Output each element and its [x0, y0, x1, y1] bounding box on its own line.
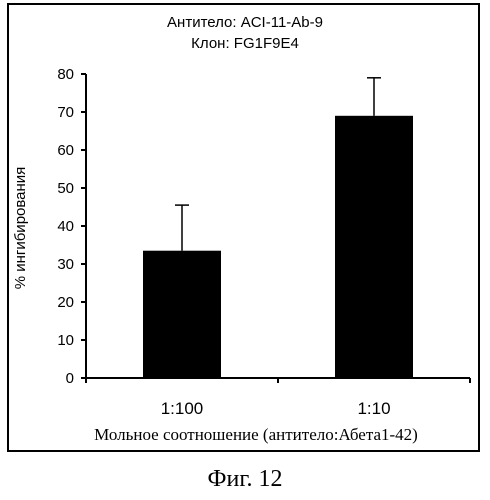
y-tick-label: 50	[57, 180, 74, 197]
y-axis-label: % ингибирования	[12, 167, 29, 290]
y-tick-label: 80	[57, 66, 74, 83]
x-axis-label: Мольное соотношение (антитело:Абета1-42)	[94, 425, 418, 444]
y-tick-label: 30	[57, 256, 74, 273]
y-tick-label: 60	[57, 142, 74, 159]
y-tick-label: 40	[57, 218, 74, 235]
y-tick-label: 0	[66, 370, 74, 387]
y-tick-label: 70	[57, 104, 74, 121]
y-tick-label: 10	[57, 332, 74, 349]
figure-caption: Фиг. 12	[0, 466, 490, 493]
x-tick-label: 1:10	[357, 399, 390, 418]
chart-bars: 1:100 1:10	[143, 78, 413, 418]
bar	[143, 251, 221, 378]
y-tick-label: 20	[57, 294, 74, 311]
bar	[335, 116, 413, 378]
x-tick-label: 1:100	[161, 399, 204, 418]
